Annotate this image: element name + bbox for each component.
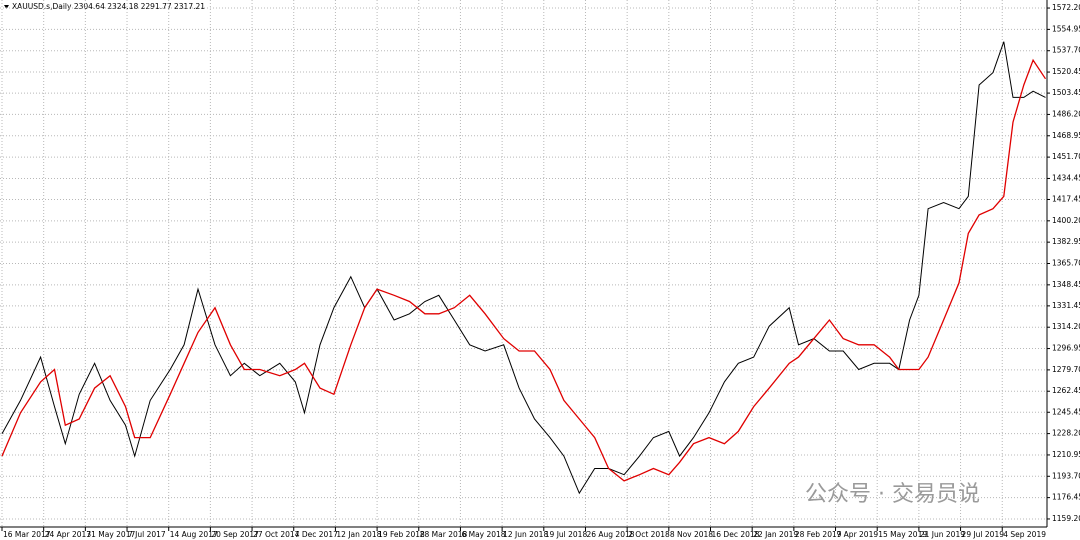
x-tick-label: 4 Dec 2017 bbox=[295, 530, 338, 539]
y-tick-label: 1262.45 bbox=[1052, 386, 1080, 395]
x-tick-label: 8 Nov 2018 bbox=[670, 530, 713, 539]
x-tick-label: 7 Jul 2017 bbox=[128, 530, 166, 539]
x-tick-label: 16 Dec 2018 bbox=[712, 530, 760, 539]
x-tick-label: 19 Feb 2018 bbox=[378, 530, 425, 539]
y-tick-label: 1520.45 bbox=[1052, 67, 1080, 76]
y-tick-label: 1176.45 bbox=[1052, 493, 1080, 502]
y-tick-label: 1193.70 bbox=[1052, 471, 1080, 480]
y-tick-label: 1348.45 bbox=[1052, 280, 1080, 289]
x-tick-label: 28 Mar 2018 bbox=[420, 530, 468, 539]
y-tick-label: 1365.70 bbox=[1052, 259, 1080, 268]
menu-arrow[interactable] bbox=[4, 5, 9, 9]
y-tick-label: 1245.45 bbox=[1052, 407, 1080, 416]
y-tick-label: 1554.95 bbox=[1052, 24, 1080, 33]
y-tick-label: 1314.20 bbox=[1052, 322, 1080, 331]
y-tick-label: 1451.70 bbox=[1052, 152, 1080, 161]
y-tick-label: 1503.45 bbox=[1052, 88, 1080, 97]
y-tick-label: 1400.20 bbox=[1052, 216, 1080, 225]
x-tick-label: 19 Jul 2018 bbox=[545, 530, 588, 539]
y-tick-label: 1486.20 bbox=[1052, 109, 1080, 118]
y-tick-label: 1159.20 bbox=[1052, 514, 1080, 523]
x-tick-label: 22 Jan 2019 bbox=[753, 530, 798, 539]
x-tick-label: 4 Sep 2019 bbox=[1003, 530, 1046, 539]
x-tick-label: 20 Sep 2017 bbox=[211, 530, 259, 539]
y-tick-label: 1468.95 bbox=[1052, 131, 1080, 140]
y-tick-label: 1331.45 bbox=[1052, 301, 1080, 310]
y-tick-label: 1210.95 bbox=[1052, 450, 1080, 459]
y-tick-label: 1279.70 bbox=[1052, 365, 1080, 374]
y-tick-label: 1228.20 bbox=[1052, 429, 1080, 438]
price-line bbox=[1, 41, 1046, 495]
x-tick-label: 31 May 2017 bbox=[86, 530, 135, 539]
x-tick-label: 14 Aug 2017 bbox=[170, 530, 218, 539]
x-tick-label: 16 Mar 2017 bbox=[3, 530, 51, 539]
x-tick-label: 6 May 2018 bbox=[461, 530, 505, 539]
y-tick-label: 1537.70 bbox=[1052, 46, 1080, 55]
x-tick-label: 29 Jul 2019 bbox=[962, 530, 1005, 539]
x-tick-label: 24 Apr 2017 bbox=[45, 530, 92, 539]
x-tick-label: 15 May 2019 bbox=[878, 530, 927, 539]
price-line bbox=[1, 58, 1047, 482]
y-tick-label: 1434.45 bbox=[1052, 173, 1080, 182]
x-tick-label: 7 Apr 2019 bbox=[837, 530, 879, 539]
x-tick-label: 27 Oct 2017 bbox=[253, 530, 300, 539]
x-tick-label: 12 Jan 2018 bbox=[336, 530, 381, 539]
y-tick-label: 1572.20 bbox=[1052, 3, 1080, 12]
y-tick-label: 1417.45 bbox=[1052, 194, 1080, 203]
x-tick-label: 12 Jun 2018 bbox=[503, 530, 548, 539]
watermark: 公众号 · 交易员说 bbox=[805, 482, 980, 507]
x-tick-label: 26 Aug 2018 bbox=[586, 530, 634, 539]
x-tick-label: 28 Feb 2019 bbox=[795, 530, 842, 539]
y-tick-label: 1382.95 bbox=[1052, 237, 1080, 246]
chart-title: XAUUSD.s,Daily 2304.64 2324.18 2291.77 2… bbox=[12, 2, 205, 11]
y-tick-label: 1296.95 bbox=[1052, 344, 1080, 353]
x-tick-label: 21 Jun 2019 bbox=[920, 530, 965, 539]
x-tick-label: 2 Oct 2018 bbox=[628, 530, 670, 539]
